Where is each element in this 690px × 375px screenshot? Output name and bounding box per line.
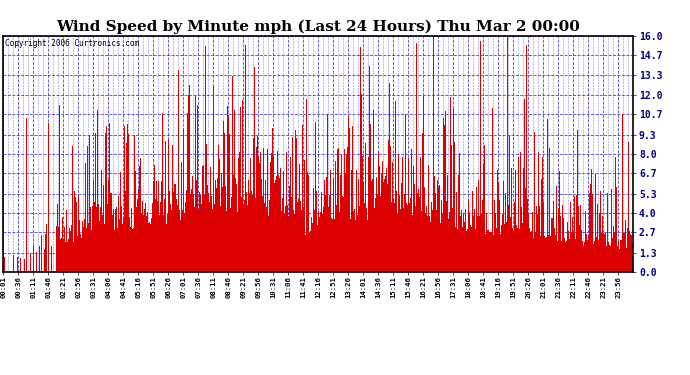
Title: Wind Speed by Minute mph (Last 24 Hours) Thu Mar 2 00:00: Wind Speed by Minute mph (Last 24 Hours)… — [57, 20, 580, 34]
Text: Copyright 2006 Curtronics.com: Copyright 2006 Curtronics.com — [6, 39, 139, 48]
